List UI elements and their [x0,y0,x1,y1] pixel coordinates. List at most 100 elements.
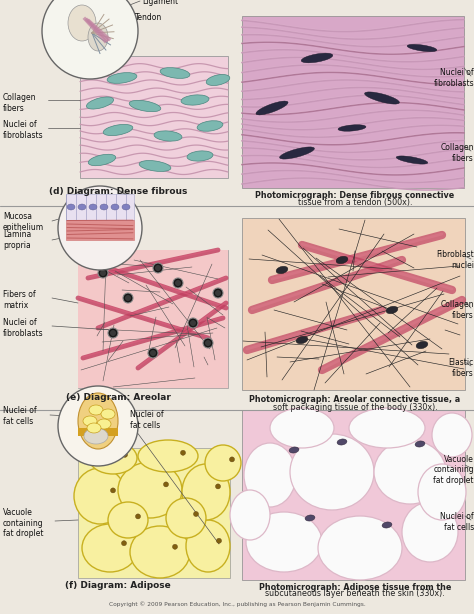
Circle shape [153,263,163,273]
Circle shape [110,488,116,493]
Ellipse shape [270,408,334,448]
Text: Mucosa
epithelium: Mucosa epithelium [3,212,44,231]
Ellipse shape [336,256,348,264]
Ellipse shape [86,97,114,109]
Ellipse shape [97,419,111,429]
Ellipse shape [138,440,198,472]
Circle shape [148,348,158,358]
Text: Collagen
fibers: Collagen fibers [440,143,474,163]
Bar [80,56,228,178]
Circle shape [173,278,183,288]
Ellipse shape [280,147,314,159]
Ellipse shape [407,44,437,52]
Ellipse shape [89,442,137,474]
Circle shape [122,453,128,457]
Text: Photomicrograph: Areolar connective tissue, a: Photomicrograph: Areolar connective tiss… [249,395,461,405]
Circle shape [217,538,221,543]
Text: Vacuole
containing
fat droplet: Vacuole containing fat droplet [433,455,474,485]
Ellipse shape [129,100,161,112]
Circle shape [42,0,138,79]
Text: (f) Diagram: Adipose: (f) Diagram: Adipose [65,581,171,591]
Ellipse shape [386,306,398,314]
Ellipse shape [186,520,230,572]
Ellipse shape [382,522,392,528]
Circle shape [125,295,131,301]
Circle shape [190,320,196,326]
Text: (e) Diagram: Areolar: (e) Diagram: Areolar [65,394,171,403]
Ellipse shape [82,524,138,572]
Circle shape [58,386,138,466]
Ellipse shape [206,74,230,85]
Text: subcutaneous layer beneath the skin (330x).: subcutaneous layer beneath the skin (330… [265,589,445,599]
Ellipse shape [182,464,230,520]
Text: Photomicrograph: Adipose tissue from the: Photomicrograph: Adipose tissue from the [259,583,451,593]
Ellipse shape [160,68,190,79]
Bar [78,428,118,436]
Bar [78,250,228,388]
Circle shape [193,511,199,516]
Circle shape [123,293,133,303]
Circle shape [175,280,181,286]
Ellipse shape [296,336,308,344]
Text: Collagen
fibers: Collagen fibers [3,93,36,113]
Circle shape [173,544,177,550]
Ellipse shape [103,125,133,136]
Text: Photomicrograph: Dense fibrous connective: Photomicrograph: Dense fibrous connectiv… [255,192,455,201]
Text: Nuclei of
fibroblasts: Nuclei of fibroblasts [3,318,44,338]
Circle shape [150,350,156,356]
Ellipse shape [230,490,270,540]
Text: Elastic
fibers: Elastic fibers [449,359,474,378]
Text: Nuclei of
fibroblasts: Nuclei of fibroblasts [433,68,474,88]
Circle shape [155,265,161,271]
Ellipse shape [68,5,96,41]
Ellipse shape [88,154,116,166]
Ellipse shape [301,53,333,63]
Ellipse shape [402,502,458,562]
Ellipse shape [418,464,466,520]
Ellipse shape [374,440,446,504]
Ellipse shape [246,512,322,572]
Ellipse shape [84,428,108,444]
Circle shape [58,186,142,270]
Text: Vacuole
containing
fat droplet: Vacuole containing fat droplet [3,508,44,538]
Circle shape [181,450,185,456]
Text: Nuclei of
fat cells: Nuclei of fat cells [130,410,164,430]
Circle shape [188,318,198,328]
Text: Fibers of
matrix: Fibers of matrix [3,290,36,309]
Circle shape [121,541,127,546]
Bar [66,194,134,220]
Ellipse shape [416,341,428,349]
Circle shape [136,514,140,519]
Text: Ligament: Ligament [142,0,178,6]
Ellipse shape [197,121,223,131]
Ellipse shape [244,443,296,507]
Circle shape [110,330,116,336]
Ellipse shape [415,441,425,447]
Circle shape [205,340,211,346]
Text: soft packaging tissue of the body (330x).: soft packaging tissue of the body (330x)… [273,403,438,411]
Ellipse shape [365,92,400,104]
Bar [242,410,465,580]
Ellipse shape [139,161,171,171]
Ellipse shape [118,462,182,518]
Circle shape [108,328,118,338]
Text: Copyright © 2009 Pearson Education, Inc., publishing as Pearson Benjamin Cumming: Copyright © 2009 Pearson Education, Inc.… [109,601,365,607]
Ellipse shape [276,266,288,274]
Ellipse shape [130,526,190,578]
Ellipse shape [349,408,425,448]
Ellipse shape [122,204,130,210]
Bar [242,16,464,188]
Text: tissue from a tendon (500x).: tissue from a tendon (500x). [298,198,412,208]
Ellipse shape [318,516,402,580]
Ellipse shape [108,502,148,538]
Circle shape [98,268,108,278]
Bar [78,250,228,388]
Text: Collagen
fibers: Collagen fibers [440,300,474,320]
Text: Lamina
propria: Lamina propria [3,230,31,250]
Ellipse shape [100,204,108,210]
Bar [78,448,230,578]
Circle shape [203,338,213,348]
Circle shape [216,484,220,489]
Ellipse shape [187,151,213,161]
Ellipse shape [290,434,374,510]
